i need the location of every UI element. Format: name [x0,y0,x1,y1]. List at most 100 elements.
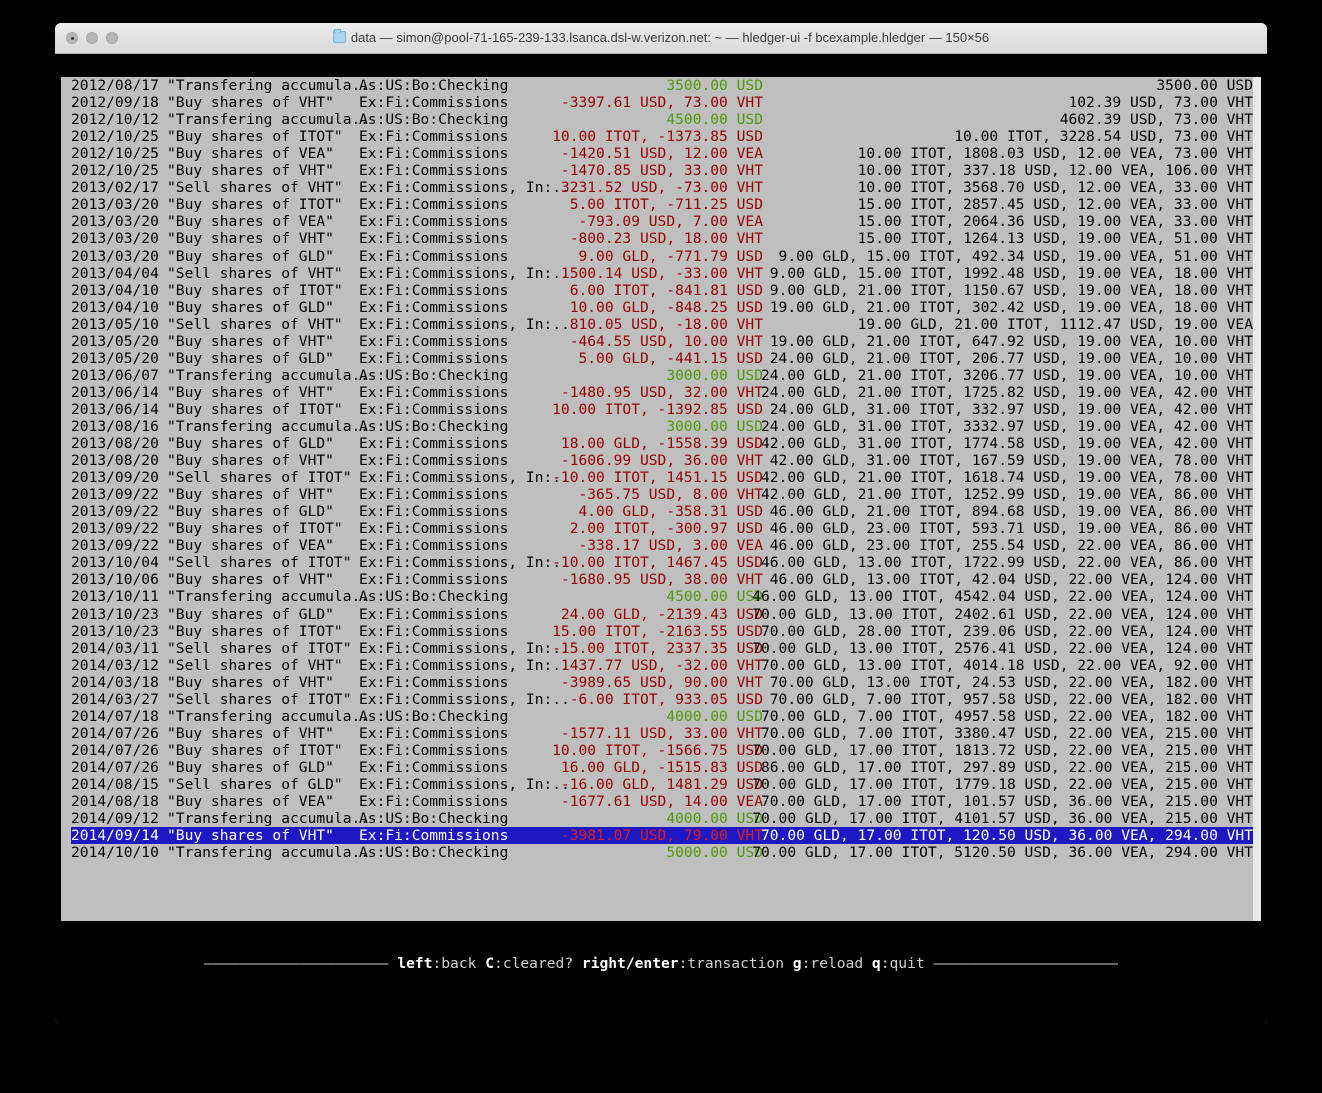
table-row[interactable]: 2013/06/14 "Buy shares of ITOT" Ex:Fi:Comm… [71,401,1253,418]
table-row[interactable]: 2014/07/26 "Buy shares of GLD" Ex:Fi:Commi… [71,759,1253,776]
row-account: Ex:Fi:Commissions, In:.. [359,469,570,487]
table-row[interactable]: 2013/10/06 "Buy shares of VHT" Ex:Fi:Commi… [71,571,1253,588]
row-balance: 70.00 GLD, 17.00 ITOT, 120.50 USD, 36.00… [760,827,1253,845]
table-row[interactable]: 2014/08/15 "Sell shares of GLD" Ex:Fi:Comm… [71,776,1253,793]
table-row[interactable]: 2014/07/18 "Transfering accumula.. As:US:B… [71,708,1253,725]
table-row[interactable]: 2014/09/14 "Buy shares of VHT" Ex:Fi:Commi… [71,827,1253,845]
row-balance: 24.00 GLD, 31.00 ITOT, 332.97 USD, 19.00… [769,400,1253,418]
table-row[interactable]: 2013/08/20 "Buy shares of VHT" Ex:Fi:Commi… [71,452,1253,469]
table-row[interactable]: 2013/03/20 "Buy shares of GLD" Ex:Fi:Commi… [71,248,1253,265]
table-row[interactable]: 2012/10/25 "Buy shares of ITOT" Ex:Fi:Comm… [71,128,1253,145]
row-account: Ex:Fi:Commissions, In:.. [359,775,570,793]
row-description: "Transfering accumula.. [167,77,370,95]
row-account: Ex:Fi:Commissions [359,673,509,691]
table-row[interactable]: 2013/06/14 "Buy shares of VHT" Ex:Fi:Commi… [71,384,1253,401]
zoom-button-icon[interactable] [106,32,118,44]
table-row[interactable]: 2012/09/18 "Buy shares of VHT" Ex:Fi:Commi… [71,94,1253,111]
row-amount: -1677.61 USD, 14.00 VEA [560,793,763,811]
row-account: Ex:Fi:Commissions [359,162,509,180]
table-row[interactable]: 2013/02/17 "Sell shares of VHT" Ex:Fi:Comm… [71,179,1253,196]
table-row[interactable]: 2014/03/27 "Sell shares of ITOT" Ex:Fi:Com… [71,691,1253,708]
table-row[interactable]: 2013/10/23 "Buy shares of ITOT" Ex:Fi:Comm… [71,623,1253,640]
close-button-icon[interactable] [66,32,78,44]
table-row[interactable]: 2014/08/18 "Buy shares of VEA" Ex:Fi:Commi… [71,793,1253,810]
row-account: Ex:Fi:Commissions, In:.. [359,690,570,708]
row-date: 2012/10/25 [71,162,159,180]
table-row[interactable]: 2013/09/22 "Buy shares of VEA" Ex:Fi:Commi… [71,537,1253,554]
table-row[interactable]: 2014/07/26 "Buy shares of ITOT" Ex:Fi:Comm… [71,742,1253,759]
table-row[interactable]: 2013/09/22 "Buy shares of ITOT" Ex:Fi:Comm… [71,520,1253,537]
minimize-button-icon[interactable] [86,32,98,44]
row-balance: 70.00 GLD, 17.00 ITOT, 5120.50 USD, 36.0… [752,844,1253,862]
row-description: "Buy shares of GLD" [167,605,334,623]
table-row[interactable]: 2014/03/18 "Buy shares of VHT" Ex:Fi:Commi… [71,674,1253,691]
row-date: 2013/05/10 [71,315,159,333]
table-row[interactable]: 2013/05/20 "Buy shares of GLD" Ex:Fi:Commi… [71,350,1253,367]
table-row[interactable]: 2014/03/11 "Sell shares of ITOT" Ex:Fi:Com… [71,640,1253,657]
terminal-window: data — simon@pool-71-165-239-133.lsanca.… [55,23,1267,1023]
row-amount: 18.00 GLD, -1558.39 USD [560,435,763,453]
row-balance: 10.00 ITOT, 3228.54 USD, 73.00 VHT [954,128,1253,146]
table-row[interactable]: 2012/10/12 "Transfering accumula.. As:US:B… [71,111,1253,128]
table-row[interactable]: 2012/10/25 "Buy shares of VEA" Ex:Fi:Commi… [71,145,1253,162]
transactions-list[interactable]: 2012/08/17 "Transfering accumula.. As:US:B… [61,77,1261,984]
row-description: "Buy shares of VHT" [167,827,334,845]
row-balance: 46.00 GLD, 23.00 ITOT, 593.71 USD, 19.00… [769,520,1253,538]
row-date: 2014/07/26 [71,724,159,742]
table-row[interactable]: 2013/06/07 "Transfering accumula.. As:US:B… [71,367,1253,384]
footer-key-right-enter: right/enter [581,954,679,972]
row-balance: 102.39 USD, 73.00 VHT [1068,94,1253,112]
table-row[interactable]: 2013/10/04 "Sell shares of ITOT" Ex:Fi:Com… [71,554,1253,571]
row-balance: 46.00 GLD, 13.00 ITOT, 1722.99 USD, 22.0… [760,554,1253,572]
scrollbar[interactable] [1253,77,1261,984]
row-description: "Buy shares of VEA" [167,145,334,163]
table-row[interactable]: 2013/04/10 "Buy shares of ITOT" Ex:Fi:Comm… [71,282,1253,299]
row-account: Ex:Fi:Commissions [359,281,509,299]
row-description: "Buy shares of VHT" [167,230,334,248]
table-row[interactable]: 2014/09/12 "Transfering accumula.. As:US:B… [71,810,1253,827]
row-description: "Buy shares of VHT" [167,724,334,742]
table-row[interactable]: 2012/10/25 "Buy shares of VHT" Ex:Fi:Commi… [71,162,1253,179]
table-row[interactable]: 2013/10/23 "Buy shares of GLD" Ex:Fi:Commi… [71,606,1253,623]
table-row[interactable]: 2013/09/22 "Buy shares of GLD" Ex:Fi:Commi… [71,503,1253,520]
table-row[interactable]: 2013/03/20 "Buy shares of VHT" Ex:Fi:Commi… [71,230,1253,247]
window-titlebar[interactable]: data — simon@pool-71-165-239-133.lsanca.… [55,23,1267,54]
row-description: "Transfering accumula.. [167,844,370,862]
table-row[interactable]: 2014/03/12 "Sell shares of VHT" Ex:Fi:Comm… [71,657,1253,674]
transactions-rows: 2012/08/17 "Transfering accumula.. As:US:B… [71,77,1253,861]
table-row[interactable]: 2013/08/20 "Buy shares of GLD" Ex:Fi:Commi… [71,435,1253,452]
row-account: Ex:Fi:Commissions [359,145,509,163]
table-row[interactable]: 2013/03/20 "Buy shares of ITOT" Ex:Fi:Comm… [71,196,1253,213]
row-account: Ex:Fi:Commissions [359,400,509,418]
table-row[interactable]: 2014/10/10 "Transfering accumula.. As:US:B… [71,844,1253,861]
row-account: Ex:Fi:Commissions [359,827,509,845]
footer-label-reload: reload [810,954,872,972]
row-balance: 70.00 GLD, 7.00 ITOT, 957.58 USD, 22.00 … [769,690,1253,708]
table-row[interactable]: 2012/08/17 "Transfering accumula.. As:US:B… [71,77,1253,94]
row-date: 2014/09/14 [71,827,159,845]
row-date: 2013/03/20 [71,230,159,248]
table-row[interactable]: 2013/09/22 "Buy shares of VHT" Ex:Fi:Commi… [71,486,1253,503]
row-account: Ex:Fi:Commissions [359,605,509,623]
row-balance: 70.00 GLD, 7.00 ITOT, 3380.47 USD, 22.00… [760,724,1253,742]
table-row[interactable]: 2013/04/04 "Sell shares of VHT" Ex:Fi:Comm… [71,265,1253,282]
table-row[interactable]: 2013/08/16 "Transfering accumula.. As:US:B… [71,418,1253,435]
table-row[interactable]: 2013/05/20 "Buy shares of VHT" Ex:Fi:Commi… [71,333,1253,350]
table-row[interactable]: 2013/03/20 "Buy shares of VEA" Ex:Fi:Commi… [71,213,1253,230]
table-row[interactable]: 2013/05/10 "Sell shares of VHT" Ex:Fi:Comm… [71,316,1253,333]
row-date: 2014/07/26 [71,758,159,776]
footer-key-left: left [397,954,433,972]
table-row[interactable]: 2013/04/10 "Buy shares of GLD" Ex:Fi:Commi… [71,299,1253,316]
row-amount: -1470.85 USD, 33.00 VHT [560,162,763,180]
table-row[interactable]: 2013/10/11 "Transfering accumula.. As:US:B… [71,588,1253,605]
row-description: "Buy shares of GLD" [167,758,334,776]
row-balance: 24.00 GLD, 21.00 ITOT, 1725.82 USD, 19.0… [760,383,1253,401]
row-date: 2013/06/14 [71,400,159,418]
table-row[interactable]: 2013/09/20 "Sell shares of ITOT" Ex:Fi:Com… [71,469,1253,486]
row-balance: 70.00 GLD, 17.00 ITOT, 4101.57 USD, 36.0… [752,810,1253,828]
row-amount: 4000.00 USD [666,810,763,828]
row-amount: -3989.65 USD, 90.00 VHT [560,673,763,691]
table-row[interactable]: 2014/07/26 "Buy shares of VHT" Ex:Fi:Commi… [71,725,1253,742]
row-date: 2013/06/14 [71,383,159,401]
row-balance: 10.00 ITOT, 337.18 USD, 12.00 VEA, 106.0… [857,162,1253,180]
